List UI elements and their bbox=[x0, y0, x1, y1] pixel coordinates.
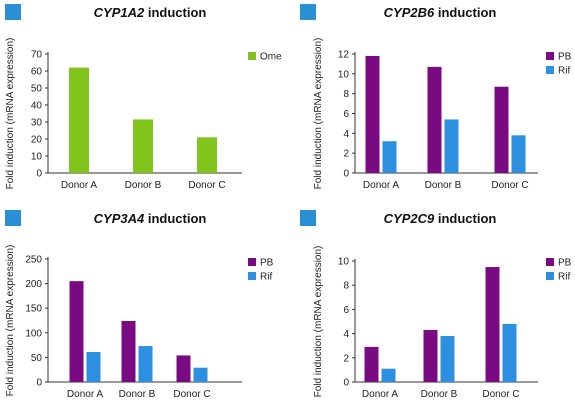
chart-title-gene: CYP2C9 bbox=[384, 211, 435, 226]
bar-pb-donor-b bbox=[121, 320, 136, 382]
y-tick-label: 40 bbox=[31, 101, 43, 112]
y-tick-label: 200 bbox=[25, 279, 42, 290]
y-tick-label: 70 bbox=[31, 50, 43, 61]
x-tick-label: Donor B bbox=[119, 389, 156, 400]
y-axis-label: Fold induction (mRNA expression) bbox=[313, 38, 324, 190]
chart-panel-a: CYP1A2 induction Fold induction (mRNA exp… bbox=[5, 4, 282, 191]
chart-title-suffix: induction bbox=[434, 211, 496, 226]
chart-panel-d: CYP2C9 induction Fold induction (mRNA exp… bbox=[300, 210, 572, 400]
y-axis-label: Fold induction (mRNA expression) bbox=[5, 245, 16, 397]
y-tick-label: 100 bbox=[25, 328, 42, 339]
x-tick-label: Donor C bbox=[482, 389, 519, 400]
y-tick-label: 60 bbox=[31, 67, 43, 78]
legend-label: Rif bbox=[558, 272, 570, 283]
bar-rif-donor-c bbox=[511, 135, 526, 173]
x-tick-label: Donor A bbox=[362, 389, 398, 400]
y-tick-label: 30 bbox=[31, 118, 43, 129]
bar-rif-donor-c bbox=[193, 367, 208, 382]
chart-title: CYP3A4 induction bbox=[94, 211, 207, 226]
y-tick-label: 6 bbox=[343, 305, 349, 316]
y-tick-label: 4 bbox=[343, 129, 349, 140]
chart-title: CYP1A2 induction bbox=[94, 5, 207, 20]
y-tick-label: 2 bbox=[343, 149, 349, 160]
panel-badge bbox=[300, 4, 316, 20]
legend-swatch bbox=[546, 66, 554, 74]
bar-ome-donor-a bbox=[69, 67, 89, 173]
bar-rif-donor-b bbox=[444, 119, 459, 173]
x-tick-label: Donor A bbox=[61, 180, 97, 191]
x-tick-label: Donor C bbox=[173, 389, 210, 400]
legend-label: PB bbox=[260, 258, 274, 269]
x-tick-label: Donor C bbox=[188, 180, 225, 191]
bar-rif-donor-b bbox=[138, 346, 153, 382]
y-axis-label: Fold induction (mRNA expression) bbox=[313, 246, 324, 398]
chart-title-gene: CYP1A2 bbox=[94, 5, 145, 20]
y-tick-label: 6 bbox=[343, 109, 349, 120]
chart-title-suffix: induction bbox=[434, 5, 496, 20]
bar-rif-donor-a bbox=[381, 368, 396, 382]
y-tick-label: 2 bbox=[343, 353, 349, 364]
legend-label: Ome bbox=[260, 52, 282, 63]
y-tick-label: 4 bbox=[343, 329, 349, 340]
bar-ome-donor-c bbox=[197, 137, 217, 173]
panel-badge bbox=[300, 210, 316, 226]
legend-swatch bbox=[546, 52, 554, 60]
y-tick-label: 250 bbox=[25, 255, 42, 266]
chart-panel-c: CYP3A4 induction Fold induction (mRNA exp… bbox=[5, 210, 274, 400]
legend-label: PB bbox=[558, 52, 572, 63]
bar-pb-donor-a bbox=[365, 55, 380, 173]
bar-rif-donor-a bbox=[382, 141, 397, 173]
legend-swatch bbox=[248, 52, 256, 60]
chart-title-suffix: induction bbox=[144, 5, 206, 20]
x-tick-label: Donor A bbox=[363, 180, 399, 191]
y-tick-label: 0 bbox=[36, 169, 42, 180]
x-tick-label: Donor C bbox=[491, 180, 528, 191]
bar-rif-donor-c bbox=[502, 323, 517, 382]
y-tick-label: 10 bbox=[338, 69, 350, 80]
y-tick-label: 0 bbox=[343, 378, 349, 389]
legend-swatch bbox=[546, 272, 554, 280]
x-tick-label: Donor B bbox=[421, 389, 458, 400]
y-tick-label: 150 bbox=[25, 304, 42, 315]
x-tick-label: Donor B bbox=[125, 180, 162, 191]
y-tick-label: 8 bbox=[343, 281, 349, 292]
chart-title: CYP2C9 induction bbox=[384, 211, 497, 226]
legend-swatch bbox=[546, 258, 554, 266]
legend-swatch bbox=[248, 272, 256, 280]
x-tick-label: Donor B bbox=[425, 180, 462, 191]
x-tick-label: Donor A bbox=[67, 389, 103, 400]
y-tick-label: 0 bbox=[343, 169, 349, 180]
chart-title-gene: CYP2B6 bbox=[384, 5, 435, 20]
y-tick-label: 8 bbox=[343, 89, 349, 100]
bar-pb-donor-b bbox=[427, 66, 442, 173]
panel-badge bbox=[5, 4, 21, 20]
y-tick-label: 10 bbox=[31, 152, 43, 163]
panel-badge bbox=[5, 210, 21, 226]
legend-label: Rif bbox=[260, 272, 272, 283]
y-tick-label: 50 bbox=[31, 353, 43, 364]
bar-rif-donor-b bbox=[440, 336, 455, 382]
bar-pb-donor-a bbox=[364, 346, 379, 382]
chart-title-gene: CYP3A4 bbox=[94, 211, 145, 226]
bar-pb-donor-b bbox=[423, 329, 438, 382]
y-tick-label: 20 bbox=[31, 135, 43, 146]
legend-swatch bbox=[248, 258, 256, 266]
y-axis-label: Fold induction (mRNA expression) bbox=[5, 38, 16, 190]
bar-ome-donor-b bbox=[133, 119, 153, 173]
y-tick-label: 50 bbox=[31, 84, 43, 95]
chart-title-suffix: induction bbox=[144, 211, 206, 226]
y-tick-label: 12 bbox=[338, 50, 350, 61]
legend-label: PB bbox=[558, 258, 572, 269]
bar-pb-donor-c bbox=[176, 355, 191, 382]
bar-pb-donor-c bbox=[494, 86, 509, 173]
y-tick-label: 10 bbox=[338, 257, 350, 268]
bar-pb-donor-a bbox=[69, 281, 84, 382]
chart-panel-b: CYP2B6 induction Fold induction (mRNA exp… bbox=[300, 4, 572, 191]
chart-title: CYP2B6 induction bbox=[384, 5, 497, 20]
bar-pb-donor-c bbox=[485, 267, 500, 382]
y-tick-label: 0 bbox=[36, 378, 42, 389]
legend-label: Rif bbox=[558, 66, 570, 77]
bar-rif-donor-a bbox=[86, 351, 101, 382]
